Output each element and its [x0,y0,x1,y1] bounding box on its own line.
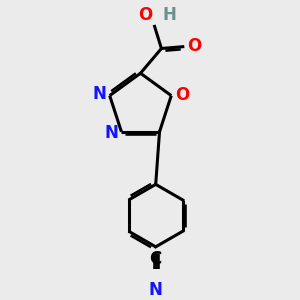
Text: C: C [150,250,162,268]
Text: H: H [163,6,177,24]
Text: N: N [104,124,118,142]
Text: O: O [175,86,189,104]
Text: N: N [92,85,106,103]
Text: O: O [187,37,201,55]
Text: N: N [149,281,163,299]
Text: O: O [138,6,152,24]
